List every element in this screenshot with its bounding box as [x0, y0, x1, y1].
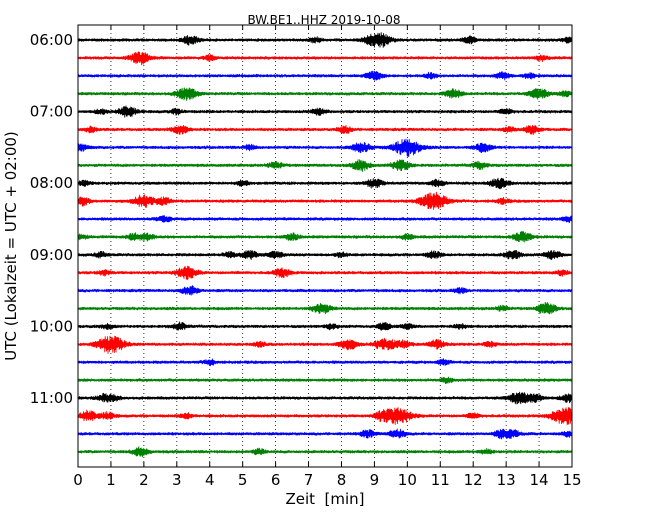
- seismic-trace-0645: [77, 87, 573, 101]
- y-tick-label: 08:00: [30, 174, 73, 192]
- seismic-trace-0630: [77, 70, 573, 81]
- y-tick-label: 06:00: [30, 31, 73, 49]
- x-tick-label: 1: [106, 471, 116, 489]
- seismic-trace-1015: [77, 335, 573, 354]
- seismic-trace-1100: [77, 391, 573, 405]
- x-tick-label: 14: [530, 471, 549, 489]
- x-tick-label: 0: [73, 471, 83, 489]
- chart-title: BW.BE1..HHZ 2019-10-08: [247, 13, 400, 27]
- seismic-trace-1045: [77, 376, 573, 385]
- tick-layer: 0 1 2 3 4 5 6 7 8 9 10 11 12 13 14 1506:0007:0008:0009:…: [30, 25, 582, 489]
- seismic-trace-0615: [77, 51, 573, 66]
- x-tick-label: 15: [562, 471, 581, 489]
- seismic-trace-0900: [77, 249, 573, 261]
- seismic-trace-1000: [77, 321, 573, 331]
- x-tick-label: 3: [172, 471, 182, 489]
- seismic-trace-0800: [77, 177, 573, 190]
- x-tick-label: 11: [431, 471, 450, 489]
- seismic-trace-0600: [77, 32, 573, 48]
- x-tick-label: 8: [337, 471, 347, 489]
- seismic-trace-0930: [77, 285, 573, 296]
- y-axis-label: UTC (Lokalzeit = UTC + 02:00): [2, 131, 20, 361]
- grid-layer: [110, 25, 540, 467]
- x-tick-label: 12: [464, 471, 483, 489]
- x-tick-label: 7: [304, 471, 314, 489]
- x-tick-label: 6: [271, 471, 281, 489]
- x-axis-label: Zeit [min]: [285, 490, 364, 508]
- seismic-trace-1145: [77, 446, 573, 458]
- seismic-trace-0700: [77, 105, 573, 118]
- y-tick-label: 11:00: [30, 389, 73, 407]
- seismic-trace-0745: [77, 159, 573, 172]
- seismic-trace-1115: [77, 407, 573, 426]
- seismic-trace-0915: [77, 265, 573, 281]
- seismic-trace-0715: [77, 124, 573, 135]
- x-tick-label: 9: [370, 471, 380, 489]
- seismic-trace-0845: [77, 231, 573, 243]
- x-tick-label: 13: [497, 471, 516, 489]
- seismic-trace-0830: [77, 215, 573, 223]
- x-tick-label: 5: [238, 471, 248, 489]
- x-tick-label: 2: [139, 471, 149, 489]
- x-tick-label: 4: [205, 471, 215, 489]
- y-tick-label: 10:00: [30, 317, 73, 335]
- seismic-trace-0945: [77, 301, 573, 315]
- seismic-trace-0730: [77, 138, 573, 157]
- seismic-trace-1030: [77, 358, 573, 367]
- trace-layer: [77, 32, 573, 458]
- plot-frame: [77, 24, 573, 468]
- x-tick-label: 10: [398, 471, 417, 489]
- y-tick-label: 07:00: [30, 103, 73, 121]
- y-tick-label: 09:00: [30, 246, 73, 264]
- seismic-trace-1130: [77, 428, 573, 440]
- seismic-trace-0815: [77, 191, 573, 210]
